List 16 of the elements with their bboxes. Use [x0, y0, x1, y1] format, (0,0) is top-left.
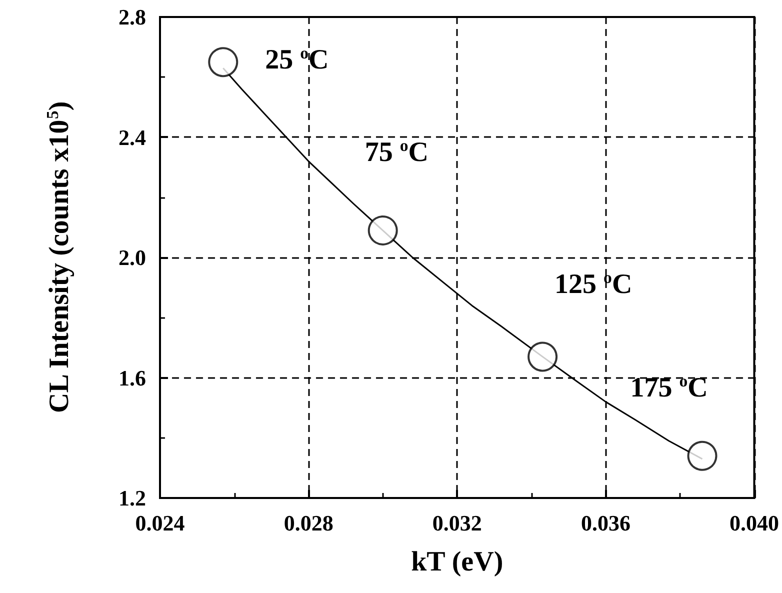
point: [528, 342, 558, 372]
x-tick-label: 0.028: [284, 510, 334, 536]
y-axis-title: CL Intensity (counts x105): [43, 101, 75, 413]
point: [368, 215, 398, 246]
y-tick-label: 1.6: [118, 365, 146, 390]
x-tick-label: 0.024: [135, 510, 185, 536]
y-tick-label: 1.2: [118, 486, 146, 510]
point: [687, 440, 718, 471]
x-tick-label: 0.032: [432, 510, 482, 536]
x-tick-label: 0.036: [580, 510, 630, 536]
y-tick-label: 2.0: [118, 245, 146, 270]
x-axis-title: kT (eV): [411, 546, 504, 578]
point: [208, 47, 238, 78]
x-tick-label: 0.040: [730, 510, 779, 536]
y-tick-label: 2.4: [118, 124, 146, 150]
y-tick-label: 2.8: [118, 4, 146, 30]
